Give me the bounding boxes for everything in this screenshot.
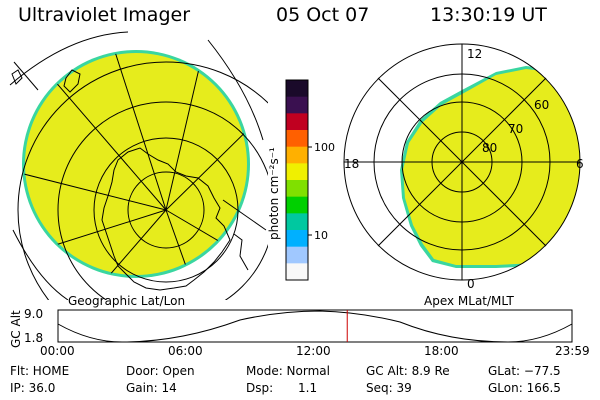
geographic-panel-label: Geographic Lat/Lon xyxy=(68,294,186,308)
colorbar-unit-label: photon cm⁻²s⁻¹ xyxy=(267,147,281,240)
altitude-min-label: 1.8 xyxy=(24,331,43,345)
colorbar-segment xyxy=(286,163,308,181)
colorbar-segment xyxy=(286,130,308,148)
meridian-line xyxy=(87,209,167,276)
time-tick-1800: 18:00 xyxy=(424,344,459,358)
grid-arc xyxy=(207,39,264,141)
status-flt: Flt: HOME xyxy=(10,364,70,378)
colorbar-segment xyxy=(286,146,308,164)
time-tick-0600: 06:00 xyxy=(168,344,203,358)
mlat-label-80: 80 xyxy=(482,141,497,155)
orbit-altitude-curve xyxy=(57,310,573,343)
lat-circle xyxy=(127,171,205,249)
altitude-chart: GC Alt 9.0 1.8 xyxy=(9,307,573,348)
meridian-line xyxy=(165,209,199,276)
time-tick-2359: 23:59 xyxy=(555,344,590,358)
meridian-line xyxy=(165,109,248,211)
magnetic-panel-label: Apex MLat/MLT xyxy=(424,294,514,308)
status-glat: GLat: −77.5 xyxy=(488,364,561,378)
mlat-label-70: 70 xyxy=(508,122,523,136)
mlt-label-18: 18 xyxy=(344,157,359,171)
altitude-max-label: 9.0 xyxy=(24,307,43,321)
colorbar-segment xyxy=(286,196,308,214)
instrument-title: Ultraviolet Imager xyxy=(18,4,191,26)
lat-circle xyxy=(17,61,268,300)
geographic-globe-panel xyxy=(9,31,268,300)
colorbar-tick-label-10: 10 xyxy=(314,229,328,242)
aurora-region-inner xyxy=(403,69,580,265)
header-time: 13:30:19 UT xyxy=(430,4,547,26)
meridian-line xyxy=(107,52,167,211)
meridian-line xyxy=(165,209,248,271)
status-gain: Gain: 14 xyxy=(126,381,177,395)
colorbar-tick-label-100: 100 xyxy=(314,141,335,154)
antarctica-coastline xyxy=(101,147,231,291)
mlt-label-0: 0 xyxy=(467,277,475,291)
mlt-label-12: 12 xyxy=(467,47,482,61)
mlat-label-60: 60 xyxy=(534,98,549,112)
colorbar-segment xyxy=(286,213,308,231)
colorbar-segment xyxy=(286,246,308,264)
colorbar-segment xyxy=(286,180,308,198)
status-dsp-label: Dsp: xyxy=(246,381,274,395)
status-dsp-value: 1.1 xyxy=(298,381,318,395)
grid-line xyxy=(222,199,267,231)
colorbar-segment xyxy=(286,80,308,98)
status-glon: GLon: 166.5 xyxy=(488,381,561,395)
time-tick-1200: 12:00 xyxy=(296,344,331,358)
altitude-axis-label: GC Alt xyxy=(9,310,23,348)
coastline-islands xyxy=(11,69,249,271)
status-door: Door: Open xyxy=(126,364,195,378)
colorbar-segment xyxy=(286,230,308,248)
status-gc-alt: GC Alt: 8.9 Re xyxy=(366,364,450,378)
mlt-label-6: 6 xyxy=(576,157,584,171)
colorbar-segment xyxy=(286,96,308,114)
grid-line xyxy=(13,61,39,91)
status-seq: Seq: 39 xyxy=(366,381,412,395)
lat-circle xyxy=(57,101,268,300)
colorbar-stack xyxy=(286,80,308,281)
colorbar-segment xyxy=(286,113,308,131)
aurora-disk-inner xyxy=(25,53,247,275)
colorbar: 100 10 photon cm⁻²s⁻¹ xyxy=(267,79,335,281)
altitude-plot-frame xyxy=(57,309,573,343)
grid-arc xyxy=(12,229,69,300)
colorbar-frame xyxy=(285,79,309,281)
status-mode: Mode: Normal xyxy=(246,364,330,378)
mlt-diagonal xyxy=(377,77,547,247)
grid-arc xyxy=(9,31,129,86)
header-date: 05 Oct 07 xyxy=(276,4,370,26)
magnetic-polar-panel: 12 18 6 0 60 70 80 xyxy=(343,43,584,291)
colorbar-segment xyxy=(286,263,308,281)
meridian-line xyxy=(24,169,167,211)
status-ip: IP: 36.0 xyxy=(10,381,56,395)
time-tick-0000: 00:00 xyxy=(40,344,75,358)
